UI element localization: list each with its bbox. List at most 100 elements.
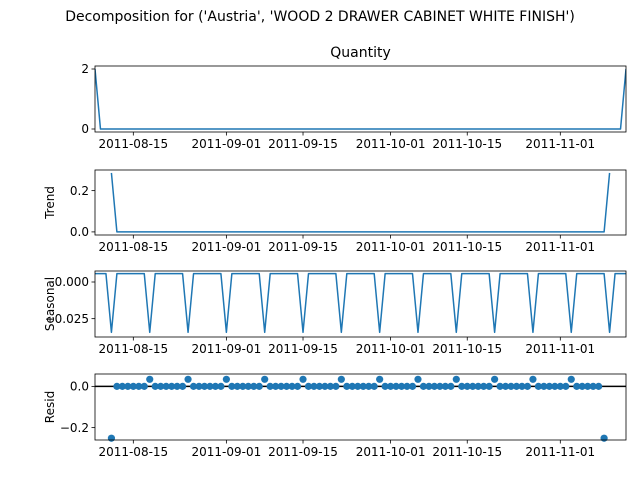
resid-point — [518, 382, 526, 390]
resid-point — [146, 375, 154, 383]
resid-point — [480, 382, 488, 390]
resid-point — [414, 375, 422, 383]
seasonal-series-line — [95, 272, 626, 334]
trend-panel: 2011-08-15 2011-09-01 2011-09-15 2011-10-01… — [43, 169, 627, 254]
seasonal-axes-frame — [94, 270, 627, 338]
resid-xtick-label: 2011-09-15 — [268, 445, 338, 459]
resid-point — [211, 382, 220, 390]
resid-point — [595, 382, 603, 390]
resid-point — [447, 382, 455, 390]
resid-point — [135, 382, 143, 390]
quantity-xtick-label: 2011-11-01 — [525, 137, 595, 151]
resid-point — [578, 382, 586, 390]
resid-xtick-label: 2011-10-15 — [432, 445, 502, 459]
quantity-xtick-label: 2011-10-01 — [356, 137, 426, 151]
trend-xtick-label: 2011-08-15 — [98, 240, 168, 254]
resid-point — [452, 375, 460, 383]
quantity-title: Quantity — [330, 45, 391, 61]
resid-point — [118, 382, 126, 390]
resid-point — [403, 382, 411, 390]
quantity-axes-frame — [94, 65, 627, 133]
resid-point — [496, 382, 504, 390]
resid-point — [261, 375, 269, 383]
resid-point — [600, 434, 608, 442]
resid-point — [206, 382, 214, 390]
resid-point — [124, 382, 132, 390]
resid-xtick-label: 2011-08-15 — [98, 445, 168, 459]
resid-point — [491, 375, 499, 383]
resid-point — [474, 382, 482, 390]
quantity-xtick-label: 2011-10-15 — [432, 137, 502, 151]
resid-panel: 2011-08-15 2011-09-01 2011-09-15 2011-10-01… — [43, 373, 627, 459]
resid-point — [337, 375, 345, 383]
quantity-xtick-label: 2011-09-01 — [192, 137, 262, 151]
resid-point — [529, 375, 537, 383]
resid-point — [348, 382, 356, 390]
resid-point — [184, 375, 192, 383]
resid-point — [370, 382, 378, 390]
resid-point — [326, 382, 334, 390]
resid-point — [419, 382, 428, 390]
resid-point — [310, 382, 318, 390]
resid-point — [507, 382, 515, 390]
resid-point — [189, 382, 198, 390]
quantity-xtick-label: 2011-09-15 — [268, 137, 338, 151]
resid-point — [332, 382, 340, 390]
resid-point — [463, 382, 471, 390]
resid-point — [239, 382, 247, 390]
resid-point — [217, 382, 225, 390]
resid-point — [512, 382, 521, 390]
resid-point — [584, 382, 592, 390]
resid-point — [540, 382, 548, 390]
trend-xtick-label: 2011-09-01 — [192, 240, 262, 254]
resid-point — [293, 382, 302, 390]
resid-point — [222, 375, 230, 383]
resid-point — [277, 382, 285, 390]
resid-point — [233, 382, 241, 390]
resid-point — [283, 382, 291, 390]
resid-point — [573, 382, 581, 390]
resid-ylabel: Resid — [43, 391, 57, 423]
resid-point — [408, 382, 417, 390]
resid-point — [299, 375, 307, 383]
resid-point — [387, 382, 395, 390]
resid-point — [304, 382, 313, 390]
resid-point — [545, 382, 553, 390]
resid-point — [200, 382, 209, 390]
resid-point — [359, 382, 367, 390]
trend-ytick-label: 0.0 — [70, 225, 89, 239]
resid-point — [228, 382, 236, 390]
resid-point — [458, 382, 466, 390]
quantity-ytick-label: 2 — [81, 62, 89, 76]
resid-point — [534, 382, 543, 390]
quantity-series-line — [95, 68, 626, 130]
resid-point — [315, 382, 324, 390]
resid-point — [376, 375, 384, 383]
resid-point — [178, 382, 187, 390]
trend-xtick-label: 2011-11-01 — [525, 240, 595, 254]
resid-ytick-label: −0.2 — [60, 421, 89, 435]
figure-suptitle: Decomposition for ('Austria', 'WOOD 2 DR… — [65, 9, 575, 25]
seasonal-ytick-label: −0.025 — [45, 312, 89, 326]
resid-point — [556, 382, 564, 390]
resid-point — [501, 382, 510, 390]
resid-point — [392, 382, 400, 390]
resid-point — [140, 382, 148, 390]
resid-point — [343, 382, 351, 390]
resid-point — [441, 382, 449, 390]
seasonal-xtick-label: 2011-09-01 — [192, 342, 262, 356]
resid-point — [272, 382, 280, 390]
resid-point — [107, 434, 116, 442]
trend-xtick-label: 2011-09-15 — [268, 240, 338, 254]
resid-point — [551, 382, 559, 390]
resid-point — [255, 382, 263, 390]
resid-axes-frame — [94, 373, 627, 441]
resid-point — [436, 382, 444, 390]
quantity-xtick-label: 2011-08-15 — [98, 137, 168, 151]
trend-series-line — [110, 172, 611, 233]
resid-point — [129, 382, 137, 390]
seasonal-xtick-label: 2011-10-15 — [432, 342, 502, 356]
quantity-panel: 2011-08-15 2011-09-01 2011-09-15 2011-10-01… — [81, 45, 627, 151]
seasonal-panel: 2011-08-15 2011-09-01 2011-09-15 2011-10-01… — [43, 270, 627, 356]
resid-point — [162, 382, 170, 390]
